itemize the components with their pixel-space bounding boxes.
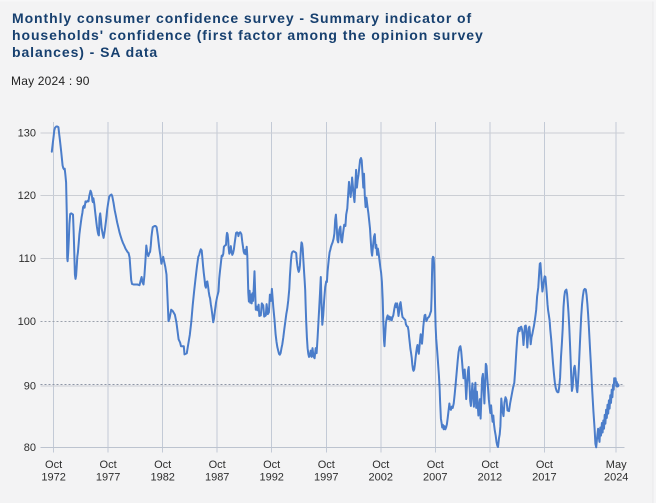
svg-text:90: 90	[24, 381, 36, 393]
svg-text:1982: 1982	[150, 471, 174, 483]
svg-text:80: 80	[24, 442, 36, 454]
svg-text:2007: 2007	[423, 471, 447, 483]
svg-text:Oct: Oct	[154, 459, 171, 471]
svg-text:1987: 1987	[205, 471, 229, 483]
svg-text:1992: 1992	[259, 471, 283, 483]
svg-text:1997: 1997	[314, 471, 338, 483]
svg-text:Oct: Oct	[481, 459, 498, 471]
svg-text:Oct: Oct	[263, 459, 280, 471]
svg-text:2024: 2024	[604, 471, 628, 483]
svg-text:Oct: Oct	[45, 459, 62, 471]
svg-text:2012: 2012	[478, 471, 502, 483]
svg-text:2002: 2002	[369, 471, 393, 483]
svg-text:May: May	[606, 459, 627, 471]
svg-text:2017: 2017	[532, 471, 556, 483]
svg-text:Oct: Oct	[100, 459, 117, 471]
svg-text:Oct: Oct	[209, 459, 226, 471]
svg-text:130: 130	[18, 127, 36, 139]
svg-text:110: 110	[18, 253, 36, 265]
svg-text:Oct: Oct	[318, 459, 335, 471]
svg-text:Oct: Oct	[536, 459, 553, 471]
svg-text:Oct: Oct	[427, 459, 444, 471]
svg-text:1972: 1972	[41, 471, 65, 483]
svg-text:Oct: Oct	[372, 459, 389, 471]
svg-text:120: 120	[18, 190, 36, 202]
svg-text:1977: 1977	[96, 471, 120, 483]
svg-text:100: 100	[18, 316, 36, 328]
